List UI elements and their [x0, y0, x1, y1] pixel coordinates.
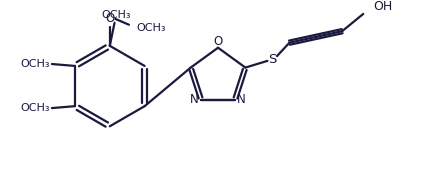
Text: O: O	[105, 13, 114, 25]
Text: N: N	[190, 93, 199, 106]
Text: S: S	[268, 53, 276, 66]
Text: O: O	[213, 35, 223, 47]
Text: OCH₃: OCH₃	[137, 23, 166, 33]
Text: OCH₃: OCH₃	[21, 103, 50, 113]
Text: OCH₃: OCH₃	[102, 10, 131, 20]
Text: OCH₃: OCH₃	[21, 59, 50, 69]
Text: OH: OH	[373, 0, 392, 13]
Text: N: N	[237, 93, 246, 106]
